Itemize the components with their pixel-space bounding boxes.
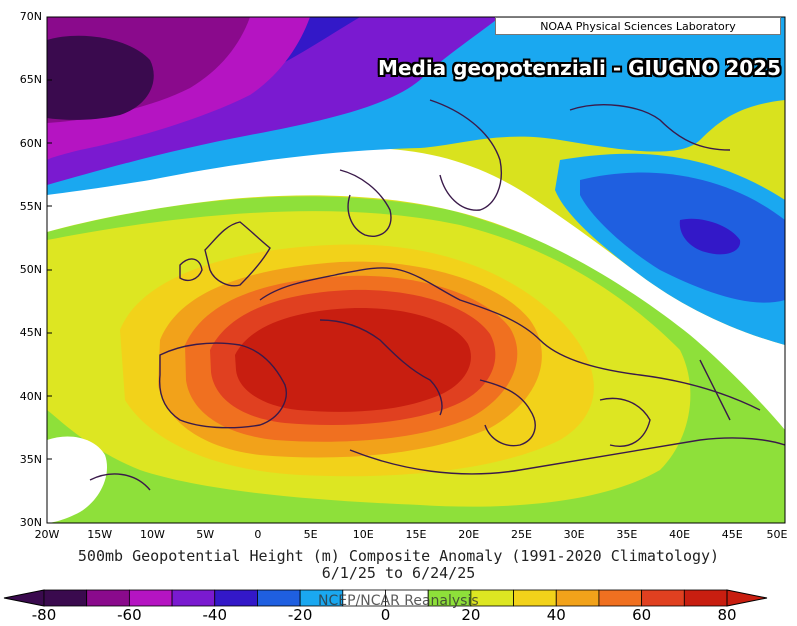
latitude-label: 60N: [19, 136, 42, 150]
legend-swatch: [171, 589, 216, 607]
longitude-label: 35E: [616, 528, 638, 541]
longitude-label: 30E: [563, 528, 585, 541]
legend-swatch: [257, 589, 301, 607]
longitude-label: 20E: [458, 528, 480, 541]
latitude-label: 40N: [19, 389, 42, 403]
legend-swatch: [641, 589, 685, 607]
latitude-label: 30N: [19, 516, 42, 529]
longitude-label: 15W: [87, 528, 113, 541]
caption-line-1: 500mb Geopotential Height (m) Composite …: [77, 547, 720, 565]
legend-swatch: [683, 589, 728, 607]
longitude-label: 10W: [139, 528, 165, 541]
color-legend: [3, 589, 768, 607]
legend-tick-label: 0: [380, 606, 391, 624]
longitude-label: 25E: [510, 528, 532, 541]
latitude-label: 35N: [19, 452, 42, 466]
latitude-label: 65N: [19, 73, 42, 87]
legend-swatch: [43, 589, 88, 607]
legend-swatch: [214, 589, 258, 607]
axis-ticks: [47, 16, 52, 524]
legend-swatch: [86, 589, 130, 607]
legend-tick-label: -60: [117, 606, 142, 624]
caption: 500mb Geopotential Height (m) Composite …: [0, 548, 797, 582]
latitude-label: 55N: [19, 199, 42, 213]
legend-tick-label: 40: [546, 606, 566, 624]
longitude-label: 15E: [405, 528, 427, 541]
longitude-label: 5E: [303, 528, 318, 541]
longitude-label: 20W: [34, 528, 60, 541]
legend-swatch: [555, 589, 600, 607]
legend-tick-label: 80: [717, 606, 737, 624]
legend-tick-label: -20: [287, 606, 313, 624]
noaa-credit: NOAA Physical Sciences Laboratory: [495, 17, 781, 35]
anomaly-field: [47, 17, 785, 523]
latitude-label: 70N: [19, 10, 42, 23]
longitude-label: 5W: [196, 528, 215, 541]
longitude-label: 45E: [721, 528, 743, 541]
overlay-title: Media geopotenziali - GIUGNO 2025: [378, 56, 781, 80]
legend-arrow-high: [726, 589, 768, 607]
longitude-label: 50E: [766, 528, 788, 541]
longitude-label: 10E: [352, 528, 374, 541]
latitude-label: 50N: [19, 263, 42, 276]
caption-line-2: 6/1/25 to 6/24/25: [321, 564, 476, 582]
longitude-label: 0: [254, 528, 262, 541]
legend-arrow-low: [3, 589, 45, 607]
latitude-label: 45N: [19, 326, 42, 340]
legend-tick-label: -40: [202, 606, 228, 624]
legend-swatch: [128, 589, 173, 607]
legend-tick-label: 60: [632, 606, 652, 624]
legend-tick-label: 20: [461, 606, 481, 624]
legend-swatch: [513, 589, 557, 607]
longitude-label: 40E: [669, 528, 691, 541]
legend-swatch: [598, 589, 643, 607]
coastlines: [89, 99, 785, 491]
legend-tick-label: -80: [31, 606, 57, 624]
reanalysis-label: NCEP/NCAR Reanalysis: [318, 593, 479, 609]
anomaly-map: [46, 16, 786, 524]
